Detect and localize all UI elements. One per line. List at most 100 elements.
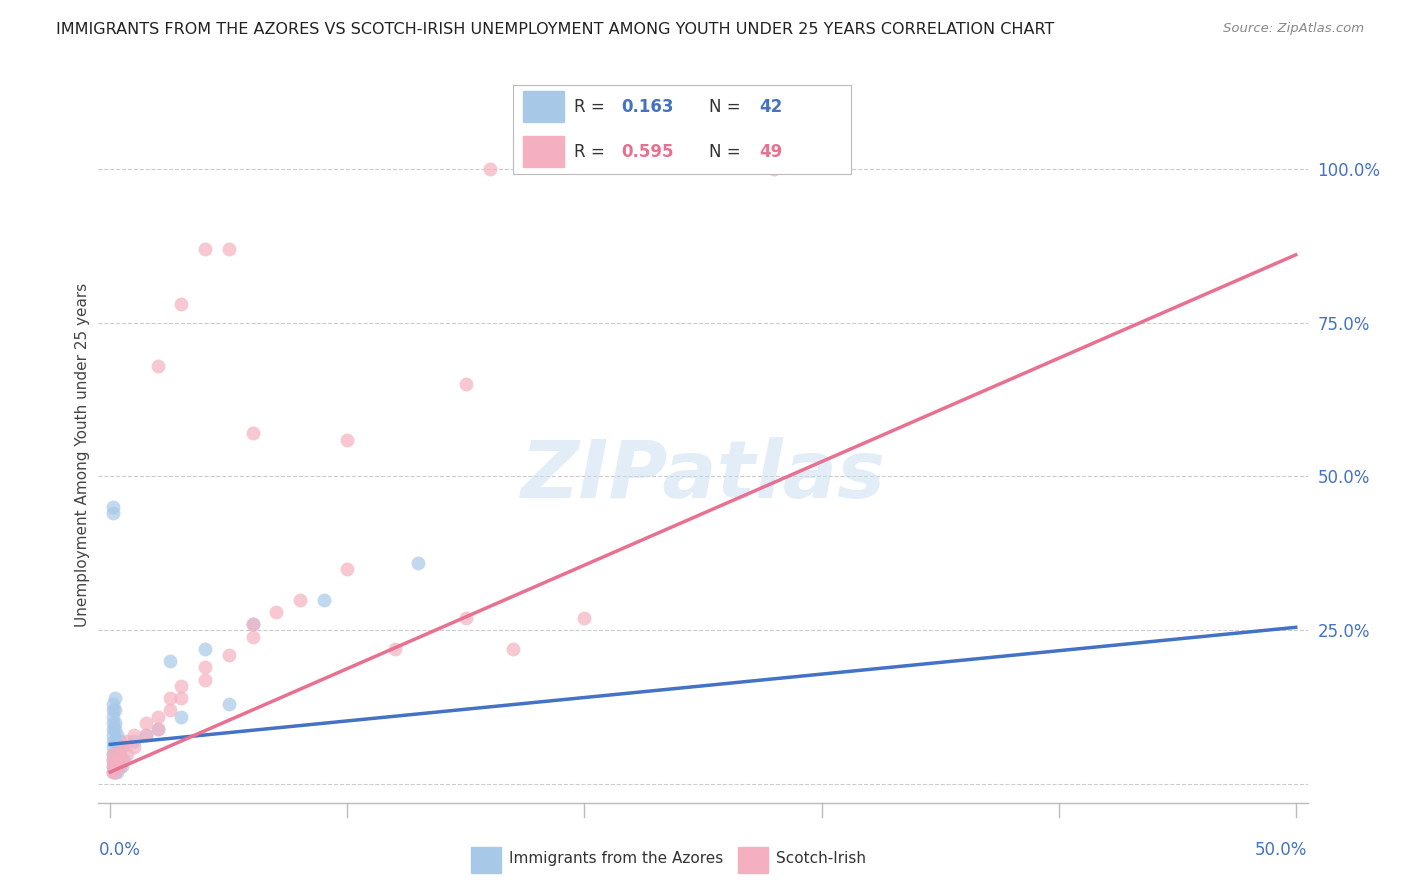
Bar bbox=[471, 847, 501, 872]
Bar bbox=[523, 136, 564, 167]
Bar bbox=[738, 847, 768, 872]
Point bbox=[101, 734, 124, 748]
Point bbox=[108, 759, 131, 773]
Point bbox=[264, 605, 287, 619]
Point bbox=[312, 592, 335, 607]
Point bbox=[159, 654, 181, 668]
Point bbox=[115, 747, 138, 761]
Point bbox=[104, 691, 127, 706]
Text: 0.595: 0.595 bbox=[621, 143, 673, 161]
Point bbox=[105, 747, 128, 761]
Point bbox=[111, 740, 134, 755]
Point bbox=[104, 764, 127, 779]
Point bbox=[146, 359, 169, 373]
Bar bbox=[523, 91, 564, 122]
Point bbox=[242, 617, 264, 632]
Text: ZIPatlas: ZIPatlas bbox=[520, 437, 886, 515]
Point bbox=[336, 562, 359, 576]
Point bbox=[218, 698, 240, 712]
Point bbox=[115, 734, 138, 748]
Point bbox=[105, 740, 128, 755]
Text: Scotch-Irish: Scotch-Irish bbox=[776, 851, 866, 866]
Text: 49: 49 bbox=[759, 143, 783, 161]
Point bbox=[194, 673, 217, 687]
Point bbox=[122, 728, 145, 742]
Point bbox=[194, 242, 217, 256]
Point bbox=[194, 641, 217, 656]
Point bbox=[170, 691, 193, 706]
Point bbox=[101, 500, 124, 515]
Point bbox=[574, 611, 596, 625]
Text: N =: N = bbox=[709, 98, 745, 116]
Point bbox=[105, 753, 128, 767]
Point bbox=[101, 709, 124, 723]
Point bbox=[114, 753, 136, 767]
Point bbox=[194, 660, 217, 674]
Text: N =: N = bbox=[709, 143, 745, 161]
Text: 50.0%: 50.0% bbox=[1256, 841, 1308, 859]
Point bbox=[159, 703, 181, 717]
Point bbox=[288, 592, 311, 607]
Point bbox=[101, 753, 124, 767]
Point bbox=[101, 764, 124, 779]
Point bbox=[101, 698, 124, 712]
Point bbox=[101, 728, 124, 742]
Point bbox=[159, 691, 181, 706]
Point bbox=[101, 764, 124, 779]
Point bbox=[111, 740, 134, 755]
Text: 42: 42 bbox=[759, 98, 783, 116]
Point bbox=[101, 507, 124, 521]
Text: R =: R = bbox=[574, 143, 610, 161]
Point bbox=[146, 722, 169, 736]
Point bbox=[101, 740, 124, 755]
Point bbox=[104, 747, 127, 761]
Point bbox=[105, 753, 128, 767]
Point bbox=[242, 630, 264, 644]
Point bbox=[336, 433, 359, 447]
Point bbox=[104, 753, 127, 767]
Point bbox=[122, 734, 145, 748]
Point bbox=[242, 617, 264, 632]
Point bbox=[170, 297, 193, 311]
Text: Source: ZipAtlas.com: Source: ZipAtlas.com bbox=[1223, 22, 1364, 36]
Point bbox=[104, 759, 127, 773]
Point bbox=[101, 722, 124, 736]
Point bbox=[218, 648, 240, 662]
Point bbox=[135, 728, 157, 742]
Text: 0.163: 0.163 bbox=[621, 98, 673, 116]
Point bbox=[135, 728, 157, 742]
Point bbox=[108, 759, 131, 773]
Point bbox=[111, 759, 134, 773]
Text: Immigrants from the Azores: Immigrants from the Azores bbox=[509, 851, 723, 866]
Point bbox=[502, 641, 524, 656]
Point bbox=[146, 722, 169, 736]
Point bbox=[108, 747, 131, 761]
Point bbox=[104, 759, 127, 773]
Point bbox=[104, 715, 127, 730]
Point bbox=[108, 747, 131, 761]
Text: IMMIGRANTS FROM THE AZORES VS SCOTCH-IRISH UNEMPLOYMENT AMONG YOUTH UNDER 25 YEA: IMMIGRANTS FROM THE AZORES VS SCOTCH-IRI… bbox=[56, 22, 1054, 37]
Point bbox=[122, 740, 145, 755]
Text: R =: R = bbox=[574, 98, 610, 116]
Point bbox=[108, 734, 131, 748]
Point bbox=[170, 709, 193, 723]
Y-axis label: Unemployment Among Youth under 25 years: Unemployment Among Youth under 25 years bbox=[75, 283, 90, 627]
Point bbox=[101, 753, 124, 767]
Point bbox=[105, 728, 128, 742]
Point bbox=[104, 764, 127, 779]
Point bbox=[763, 161, 786, 176]
Point bbox=[478, 161, 501, 176]
Point bbox=[101, 747, 124, 761]
Point bbox=[408, 556, 430, 570]
Point bbox=[104, 703, 127, 717]
Point bbox=[101, 759, 124, 773]
Point bbox=[454, 611, 477, 625]
Point bbox=[101, 759, 124, 773]
Point bbox=[170, 679, 193, 693]
Point bbox=[101, 703, 124, 717]
Point bbox=[111, 753, 134, 767]
Point bbox=[104, 734, 127, 748]
Point bbox=[135, 715, 157, 730]
Point bbox=[101, 715, 124, 730]
Point bbox=[384, 641, 406, 656]
